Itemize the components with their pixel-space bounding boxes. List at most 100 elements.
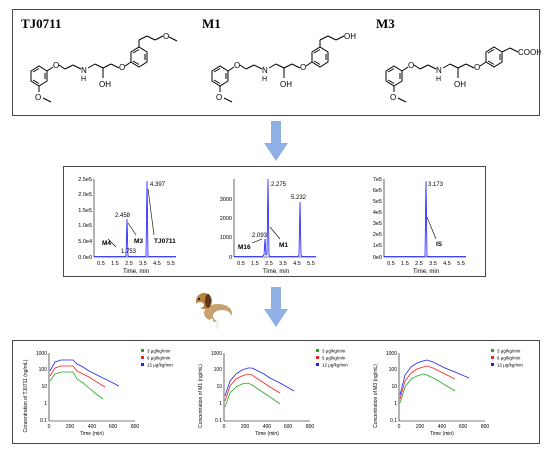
y-tick-label: 10 bbox=[391, 384, 397, 390]
legend-label: 3 μg/kg/min bbox=[147, 349, 171, 354]
x-axis-title: Time (min) bbox=[255, 431, 279, 437]
y-tick-label: 10 bbox=[216, 384, 222, 390]
chromatogram-trace bbox=[234, 178, 316, 257]
x-tick-label: 0.5 bbox=[97, 261, 105, 267]
x-axis-title: Time (min) bbox=[80, 431, 104, 437]
x-tick-label: 2.5 bbox=[415, 261, 423, 267]
y-tick-label: 1 bbox=[394, 401, 397, 407]
x-tick-label: 5.5 bbox=[457, 261, 465, 267]
y-tick-label: 3000 bbox=[220, 197, 232, 203]
y-axis-title: Concentration of M1 (ng/mL) bbox=[198, 364, 204, 428]
x-tick-label: 5.5 bbox=[307, 261, 315, 267]
tail-oh-label: OH bbox=[344, 32, 356, 41]
x-tick-label: 2.5 bbox=[125, 261, 133, 267]
aryl-ether-o-label: O bbox=[474, 63, 480, 72]
pk-chart-m3: Concentration of M3 (ng/mL) 1000 100 10 … bbox=[373, 351, 489, 437]
x-tick-label: 400 bbox=[88, 424, 97, 430]
x-axis-title: Time, min bbox=[123, 269, 149, 275]
x-tick-label: 4.5 bbox=[443, 261, 451, 267]
series-line-6 bbox=[399, 365, 456, 400]
x-tick-label: 600 bbox=[284, 424, 293, 430]
y-tick-label: 1000 bbox=[211, 351, 222, 357]
x-tick-label: 800 bbox=[131, 424, 140, 430]
y-axis-title: Concentration of TJ0711 (ng/mL) bbox=[23, 359, 29, 432]
amine-h-label: H bbox=[436, 76, 441, 83]
chromatogram-trace bbox=[384, 180, 466, 257]
chromatograms-svg: 2.5e5 2.0e5 1.5e5 1.0e5 5.0e4 0.0e0 0.5 … bbox=[78, 177, 466, 275]
x-tick-label: 0 bbox=[223, 424, 226, 430]
pk-legend-2: 3 μg/kg/min 6 μg/kg/min 12 μg/kg/min bbox=[316, 349, 348, 368]
compound-label: M1 bbox=[279, 242, 288, 249]
y-tick-label: 3e5 bbox=[373, 221, 382, 227]
y-tick-label: 2.0e5 bbox=[78, 192, 92, 198]
compound-label: M3 bbox=[134, 238, 143, 245]
x-tick-label: 2.5 bbox=[265, 261, 273, 267]
x-tick-label: 1.5 bbox=[401, 261, 409, 267]
peak-label: 2.093 bbox=[252, 233, 268, 239]
legend-label: 6 μg/kg/min bbox=[497, 356, 521, 361]
y-tick-label: 2000 bbox=[220, 216, 232, 222]
y-tick-label: 6e5 bbox=[373, 188, 382, 194]
y-tick-label: 5.0e4 bbox=[78, 239, 92, 245]
x-tick-label: 400 bbox=[438, 424, 447, 430]
y-tick-label: 0.1 bbox=[40, 418, 47, 424]
chromatogram-2: 3000 2000 1000 0 0.5 1.5 2.5 3.5 4.5 5.5… bbox=[220, 178, 316, 275]
y-axis-title: Concentration of M3 (ng/mL) bbox=[373, 364, 379, 428]
x-tick-label: 200 bbox=[66, 424, 75, 430]
ether-o-label: O bbox=[234, 61, 240, 70]
x-tick-label: 0 bbox=[48, 424, 51, 430]
ether-o-label: O bbox=[408, 61, 414, 70]
chromatogram-trace bbox=[94, 180, 176, 257]
x-axis-title: Time, min bbox=[263, 269, 289, 275]
series-line-3 bbox=[399, 373, 456, 404]
pk-profiles-svg: Concentration of TJ0711 (ng/mL) 1000 100… bbox=[23, 349, 523, 438]
tail-o-label: O bbox=[163, 32, 169, 41]
peak-label: 5.232 bbox=[291, 195, 307, 201]
y-tick-label: 1 bbox=[219, 401, 222, 407]
series-line-6 bbox=[224, 373, 281, 402]
structure-m3: M3 O N H OH O COOH bbox=[376, 16, 542, 103]
x-tick-label: 200 bbox=[416, 424, 425, 430]
peak-label: 1.753 bbox=[121, 249, 137, 255]
x-tick-label: 5.5 bbox=[167, 261, 175, 267]
x-tick-label: 0.5 bbox=[237, 261, 245, 267]
amine-n-label: N bbox=[436, 66, 442, 75]
hydroxy-label: OH bbox=[280, 80, 292, 89]
amine-n-label: N bbox=[262, 66, 268, 75]
compound-name: M3 bbox=[376, 16, 395, 31]
x-tick-label: 600 bbox=[459, 424, 468, 430]
series-line-12 bbox=[224, 367, 295, 397]
series-line-3 bbox=[49, 371, 104, 400]
x-tick-label: 800 bbox=[306, 424, 315, 430]
compound-label: M16 bbox=[238, 244, 251, 251]
y-tick-label: 0.1 bbox=[215, 418, 222, 424]
down-arrow-icon bbox=[264, 121, 288, 161]
down-arrow-icon bbox=[264, 287, 288, 327]
series-line-12 bbox=[399, 359, 470, 396]
peak-label: 4.397 bbox=[150, 182, 166, 188]
legend-label: 12 μg/kg/min bbox=[497, 363, 523, 368]
series-line-3 bbox=[224, 382, 281, 408]
pk-legend-1: 3 μg/kg/min 6 μg/kg/min 12 μg/kg/min bbox=[141, 349, 173, 368]
compound-name: M1 bbox=[202, 16, 221, 31]
y-tick-label: 100 bbox=[214, 367, 223, 373]
hydroxy-label: OH bbox=[454, 80, 466, 89]
methoxy-o-label: O bbox=[35, 93, 41, 102]
y-tick-label: 2e5 bbox=[373, 232, 382, 238]
pk-chart-m1: Concentration of M1 (ng/mL) 1000 100 10 … bbox=[198, 351, 314, 437]
y-tick-label: 1 bbox=[44, 401, 47, 407]
methoxy-o-label: O bbox=[390, 93, 396, 102]
legend-label: 6 μg/kg/min bbox=[322, 356, 346, 361]
legend-label: 6 μg/kg/min bbox=[147, 356, 171, 361]
x-tick-label: 200 bbox=[241, 424, 250, 430]
x-tick-label: 0 bbox=[398, 424, 401, 430]
y-tick-label: 0 bbox=[229, 255, 232, 261]
series-line-6 bbox=[49, 365, 106, 388]
amine-h-label: H bbox=[81, 76, 86, 83]
y-tick-label: 1.5e5 bbox=[78, 208, 92, 214]
amine-n-label: N bbox=[81, 66, 87, 75]
x-tick-label: 4.5 bbox=[153, 261, 161, 267]
x-tick-label: 600 bbox=[109, 424, 118, 430]
pk-chart-tj0711: Concentration of TJ0711 (ng/mL) 1000 100… bbox=[23, 351, 139, 437]
y-tick-label: 7e5 bbox=[373, 177, 382, 183]
